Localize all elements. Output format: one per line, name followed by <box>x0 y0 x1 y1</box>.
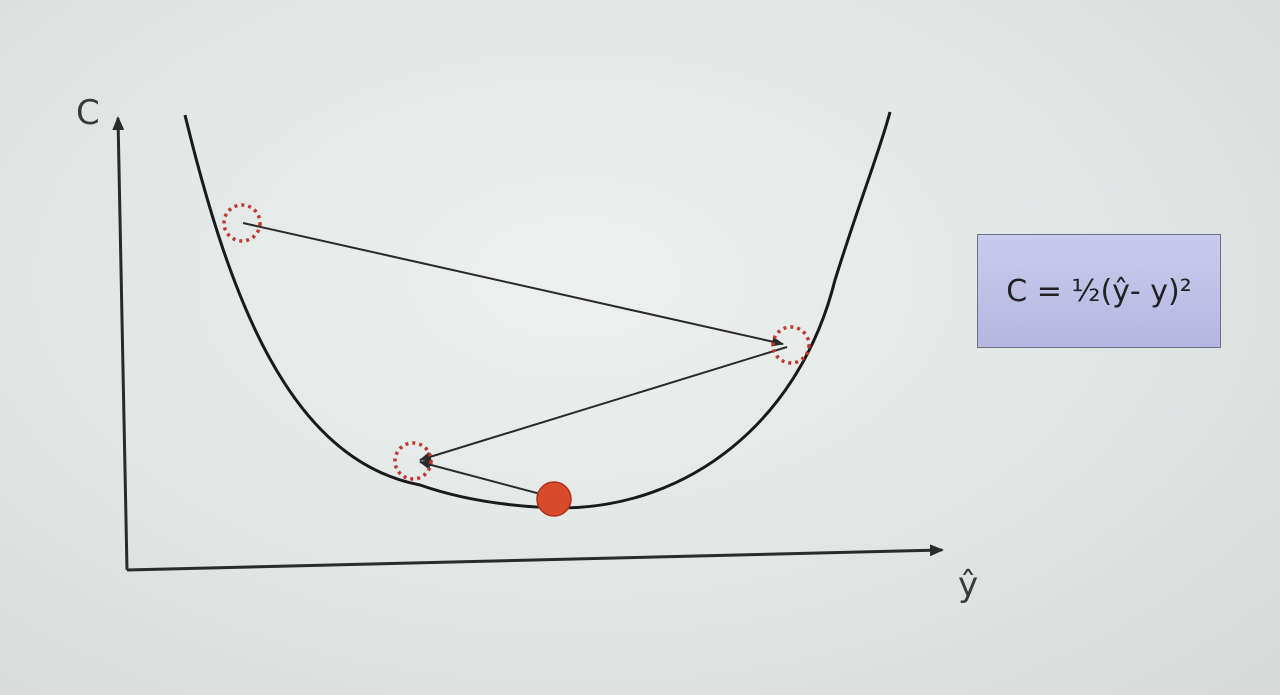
step-arrow-2 <box>419 346 788 462</box>
step-arrow-3 <box>419 459 549 497</box>
step-marker-3 <box>393 441 433 481</box>
step-arrow-1 <box>242 222 784 347</box>
x-axis <box>126 544 944 572</box>
cost-curve <box>183 111 892 510</box>
step-marker-2 <box>771 325 811 365</box>
formula-box: C = ½(ŷ- y)² <box>977 234 1221 348</box>
y-axis <box>112 116 129 571</box>
minimum-point <box>536 481 572 517</box>
step-marker-1 <box>222 203 262 243</box>
cost-formula: C = ½(ŷ- y)² <box>1006 273 1192 309</box>
y-axis-label: C <box>76 93 100 133</box>
x-axis-label: ŷ <box>958 565 979 605</box>
